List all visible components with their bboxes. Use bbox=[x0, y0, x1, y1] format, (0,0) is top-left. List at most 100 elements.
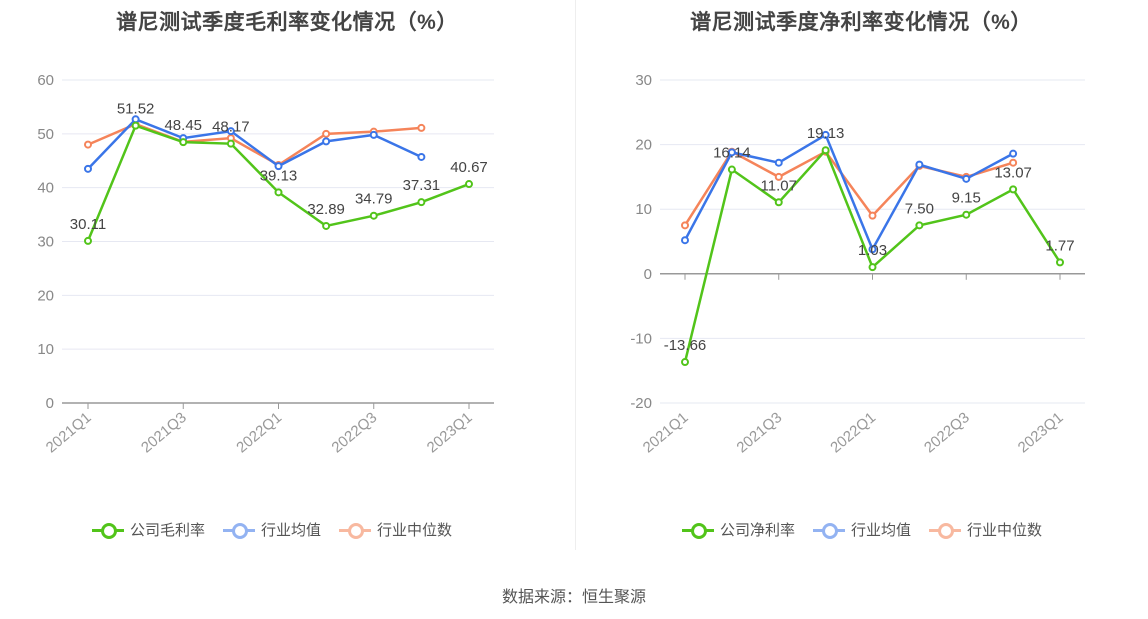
data-label: 1.77 bbox=[1045, 237, 1074, 254]
x-tick-label: 2021Q1 bbox=[43, 409, 95, 456]
data-point-median bbox=[774, 172, 783, 181]
data-point-company bbox=[417, 198, 426, 207]
data-source: 数据来源：恒生聚源 bbox=[501, 589, 646, 606]
x-tick-label: 2022Q1 bbox=[233, 409, 285, 456]
data-point-company bbox=[1056, 258, 1064, 267]
y-tick-label: 50 bbox=[37, 126, 54, 143]
data-point-company bbox=[179, 138, 188, 147]
y-tick-label: 20 bbox=[635, 137, 652, 154]
data-label: 7.50 bbox=[905, 200, 934, 217]
data-point-median bbox=[84, 140, 92, 149]
data-point-company bbox=[821, 146, 830, 155]
data-point-median bbox=[868, 211, 877, 220]
data-point-avg bbox=[417, 152, 426, 161]
data-label: 16.14 bbox=[713, 145, 751, 162]
legend-marker-icon bbox=[339, 522, 372, 539]
data-point-company bbox=[727, 165, 736, 174]
y-tick-label: 10 bbox=[635, 201, 652, 218]
legend-marker-icon bbox=[929, 522, 962, 539]
data-point-median bbox=[1009, 158, 1018, 167]
data-point-avg bbox=[821, 130, 830, 139]
legend-item-median[interactable]: 行业中位数 bbox=[929, 519, 1042, 540]
data-label: 19.13 bbox=[807, 125, 845, 142]
legend-label: 公司净利率 bbox=[720, 522, 796, 539]
data-point-company bbox=[1009, 185, 1018, 194]
series-line-avg bbox=[87, 117, 422, 170]
series-line-median bbox=[683, 150, 1014, 227]
data-label: 1.03 bbox=[858, 242, 887, 259]
legend-item-avg[interactable]: 行业均值 bbox=[223, 519, 321, 540]
data-point-avg bbox=[681, 236, 689, 245]
x-tick-label: 2022Q3 bbox=[328, 409, 380, 456]
x-tick-label: 2022Q3 bbox=[921, 409, 973, 456]
data-point-avg bbox=[962, 174, 971, 183]
data-point-avg bbox=[84, 164, 92, 173]
x-tick-label: 2021Q1 bbox=[640, 409, 692, 456]
y-tick-label: 20 bbox=[37, 287, 54, 304]
data-point-company bbox=[681, 358, 689, 367]
data-label: 11.07 bbox=[761, 177, 797, 194]
y-tick-label: 0 bbox=[644, 266, 652, 283]
legend-item-avg[interactable]: 行业均值 bbox=[813, 519, 911, 540]
legend-marker-icon bbox=[813, 522, 846, 539]
data-point-company bbox=[274, 188, 283, 197]
x-tick-label: 2023Q1 bbox=[424, 409, 476, 456]
data-point-company bbox=[369, 211, 378, 220]
data-point-avg bbox=[274, 162, 283, 171]
legend-item-company[interactable]: 公司净利率 bbox=[682, 519, 795, 540]
data-point-company bbox=[915, 221, 924, 230]
legend-label: 行业均值 bbox=[851, 522, 912, 539]
data-point-company bbox=[131, 121, 140, 130]
data-point-median bbox=[322, 129, 331, 138]
legend-item-company[interactable]: 公司毛利率 bbox=[92, 519, 205, 540]
data-point-avg bbox=[774, 158, 783, 167]
data-point-company bbox=[84, 236, 92, 245]
y-tick-label: 30 bbox=[635, 72, 652, 89]
data-label: 39.13 bbox=[260, 167, 298, 184]
legend-marker-icon bbox=[223, 522, 256, 539]
legend-marker-icon bbox=[92, 522, 124, 539]
y-tick-label: 10 bbox=[37, 341, 54, 358]
data-point-avg bbox=[1009, 149, 1018, 158]
y-tick-label: 60 bbox=[37, 72, 54, 89]
data-point-company bbox=[226, 139, 235, 148]
data-point-median bbox=[417, 123, 426, 132]
y-tick-label: 0 bbox=[46, 395, 54, 412]
legend-label: 行业中位数 bbox=[377, 522, 453, 539]
chart-title-gross-margin: 谱尼测试季度毛利率变化情况（%） bbox=[116, 11, 458, 34]
divider bbox=[575, 0, 576, 550]
data-label: -13.66 bbox=[664, 337, 707, 354]
data-label: 13.07 bbox=[994, 164, 1032, 181]
data-label: 32.89 bbox=[307, 201, 345, 218]
data-point-avg bbox=[868, 245, 877, 254]
legend-marker-icon bbox=[682, 522, 714, 539]
x-tick-label: 2023Q1 bbox=[1015, 409, 1067, 456]
data-point-company bbox=[774, 198, 783, 207]
series-line-avg bbox=[683, 133, 1014, 253]
data-point-avg bbox=[322, 137, 331, 146]
legend-label: 公司毛利率 bbox=[130, 522, 206, 539]
data-label: 48.45 bbox=[164, 117, 202, 134]
y-tick-label: -20 bbox=[630, 395, 652, 412]
data-label: 51.52 bbox=[117, 101, 155, 118]
data-point-avg bbox=[727, 148, 736, 157]
legend-item-median[interactable]: 行业中位数 bbox=[339, 519, 452, 540]
data-label: 37.31 bbox=[403, 177, 441, 194]
legend-net-margin: 公司净利率 行业均值 行业中位数 bbox=[682, 519, 1042, 540]
data-point-avg bbox=[226, 127, 235, 136]
legend-label: 行业均值 bbox=[261, 522, 322, 539]
data-point-company bbox=[868, 263, 877, 272]
legend-gross-margin: 公司毛利率 行业均值 行业中位数 bbox=[92, 519, 452, 540]
data-label: 34.79 bbox=[355, 191, 393, 208]
data-label: 40.67 bbox=[450, 159, 488, 176]
data-point-median bbox=[681, 221, 689, 230]
x-tick-label: 2021Q3 bbox=[733, 409, 785, 456]
chart-title-net-margin: 谱尼测试季度净利率变化情况（%） bbox=[690, 11, 1032, 34]
data-label: 9.15 bbox=[952, 190, 981, 207]
data-point-avg bbox=[915, 160, 924, 169]
x-tick-label: 2021Q3 bbox=[138, 409, 190, 456]
data-point-avg bbox=[369, 130, 378, 139]
data-point-company bbox=[322, 221, 331, 230]
